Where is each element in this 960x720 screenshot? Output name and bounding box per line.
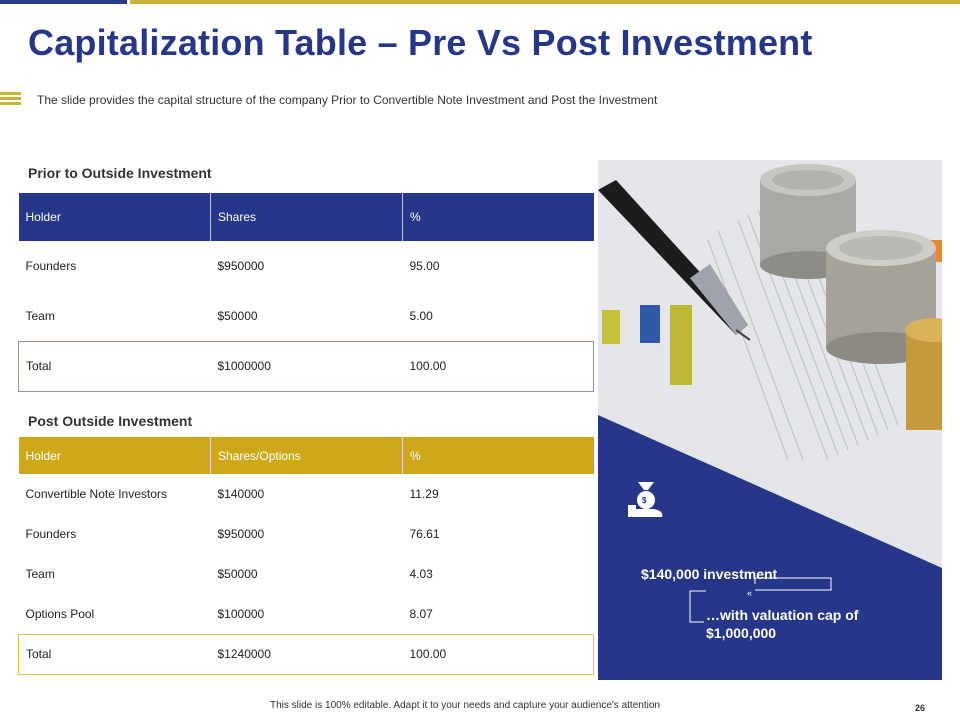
cell-holder: Founders	[25, 527, 77, 541]
cell-percent: 11.29	[409, 487, 439, 501]
table-total-row: Total $1240000 100.00	[18, 633, 594, 675]
table-row: Founders $950000 95.00	[19, 241, 594, 291]
top-accent-bar-gold	[130, 0, 960, 4]
cell-shares: $140000	[217, 487, 265, 501]
cell-shares: $1240000	[210, 633, 403, 675]
coins-pen-photo: $ «	[598, 160, 942, 680]
cell-percent: 76.61	[409, 527, 440, 541]
post-section-title: Post Outside Investment	[28, 413, 193, 429]
paper-bar-blue	[640, 305, 660, 343]
header-shares: Shares	[210, 193, 403, 241]
page-number: 26	[915, 703, 926, 713]
cell-percent: 100.00	[402, 633, 594, 675]
header-holder: Holder	[18, 193, 211, 241]
page-title: Capitalization Table – Pre Vs Post Inves…	[28, 22, 813, 63]
table-header-row: Holder Shares %	[18, 193, 594, 241]
arrow-left-icon: «	[747, 588, 752, 598]
cell-percent: 8.07	[409, 606, 433, 621]
paper-bar-yellow-tall	[670, 305, 692, 385]
cell-shares: $950000	[217, 527, 265, 541]
investment-amount: $140,000 investment	[641, 566, 778, 582]
header-shares-options: Shares/Options	[210, 437, 403, 474]
header-holder: Holder	[18, 437, 211, 474]
table-row: Options Pool $100000 8.07	[19, 594, 594, 634]
coin-stack-gold	[905, 318, 942, 430]
valuation-cap-amount: $1,000,000	[706, 625, 777, 641]
footer-note: This slide is 100% editable. Adapt it to…	[270, 700, 660, 711]
table-row: Team $50000 4.03	[19, 554, 594, 594]
cell-shares: $950000	[217, 259, 265, 273]
table-total-row: Total $1000000 100.00	[18, 340, 594, 392]
cell-percent: 100.00	[402, 340, 594, 392]
pen-point	[735, 329, 751, 341]
table-row: Founders $950000 76.61	[19, 514, 594, 554]
paper-bar-yellow	[602, 310, 620, 344]
prior-section-title: Prior to Outside Investment	[28, 165, 212, 181]
top-accent-bar-navy	[0, 0, 127, 4]
cell-shares: $1000000	[210, 340, 403, 392]
cell-holder: Total	[18, 340, 211, 392]
cell-percent: 4.03	[409, 567, 433, 581]
valuation-cap-label: …with valuation cap of	[706, 607, 859, 623]
cell-holder: Options Pool	[25, 606, 95, 621]
cell-holder: Team	[25, 567, 55, 581]
cell-shares: $50000	[217, 567, 258, 581]
cell-percent: 95.00	[409, 259, 440, 273]
header-percent: %	[410, 210, 421, 224]
post-investment-table: Holder Shares/Options % Convertible Note…	[18, 437, 594, 675]
dollar-sign-icon: $	[642, 496, 647, 505]
table-header-row: Holder Shares/Options %	[18, 437, 594, 474]
money-bag-hand-icon	[628, 482, 663, 517]
subtitle: The slide provides the capital structure…	[37, 93, 658, 107]
cell-holder: Convertible Note Investors	[25, 487, 167, 501]
prior-investment-table: Holder Shares % Founders $950000 95.00 T…	[18, 193, 594, 392]
connector-left-line	[689, 590, 706, 623]
cell-shares: $50000	[217, 308, 258, 323]
connector-box-line	[754, 577, 832, 591]
subtitle-lines-icon	[0, 92, 21, 107]
pen-tip	[690, 264, 748, 335]
table-row: Convertible Note Investors $140000 11.29	[19, 474, 594, 514]
cell-percent: 5.00	[409, 308, 433, 323]
cell-shares: $100000	[217, 606, 265, 621]
cell-holder: Founders	[25, 259, 77, 273]
cell-holder: Team	[25, 308, 55, 323]
table-row: Team $50000 5.00	[19, 291, 594, 341]
cell-holder: Total	[18, 633, 211, 675]
header-percent: %	[410, 448, 421, 463]
navy-callout-panel	[598, 415, 942, 680]
